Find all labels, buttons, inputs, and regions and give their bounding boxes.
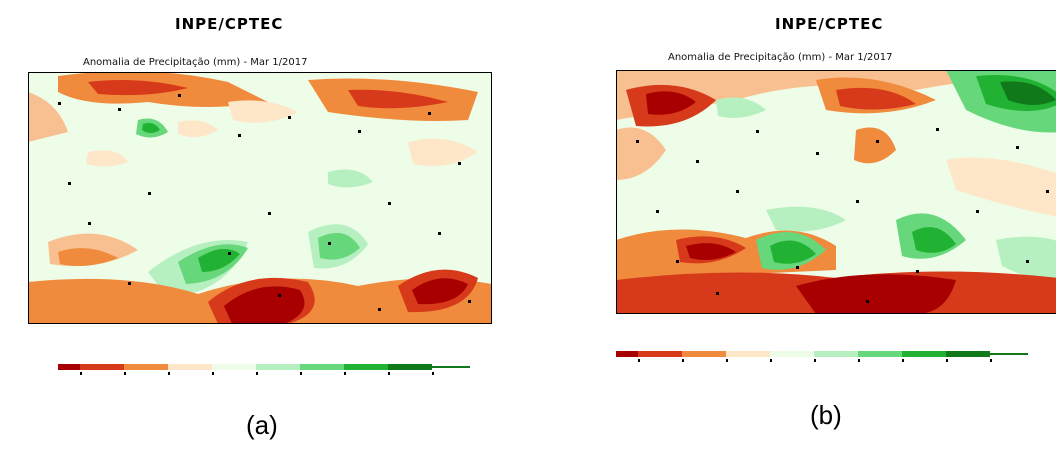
significance-stipples — [636, 128, 1049, 303]
significance-stipples — [58, 94, 471, 311]
panel-label: (b) — [810, 400, 842, 430]
map-canvas — [616, 70, 1056, 314]
map-frame — [616, 70, 1056, 314]
panel-header: INPE/CPTEC — [175, 15, 284, 33]
anomaly-fields — [616, 70, 1056, 314]
map-canvas — [28, 72, 492, 324]
colorbar — [616, 347, 1046, 369]
precipitation-anomaly-map — [28, 72, 492, 324]
colorbar-svg — [58, 364, 470, 375]
colorbar-svg — [616, 351, 1028, 362]
panel-b: INPE/CPTEC Anomalia de Precipitação (mm)… — [528, 0, 1056, 468]
anomaly-fields — [28, 72, 492, 324]
panel-subtitle: Anomalia de Precipitação (mm) - Mar 1/20… — [83, 57, 308, 68]
panel-label: (a) — [246, 410, 278, 440]
panel-header: INPE/CPTEC — [775, 15, 884, 33]
precipitation-anomaly-map — [616, 70, 1056, 314]
map-frame — [28, 72, 492, 324]
colorbar — [58, 360, 478, 382]
panel-a: INPE/CPTEC Anomalia de Precipitação (mm)… — [28, 15, 492, 440]
panel-subtitle: Anomalia de Precipitação (mm) - Mar 1/20… — [668, 52, 893, 63]
